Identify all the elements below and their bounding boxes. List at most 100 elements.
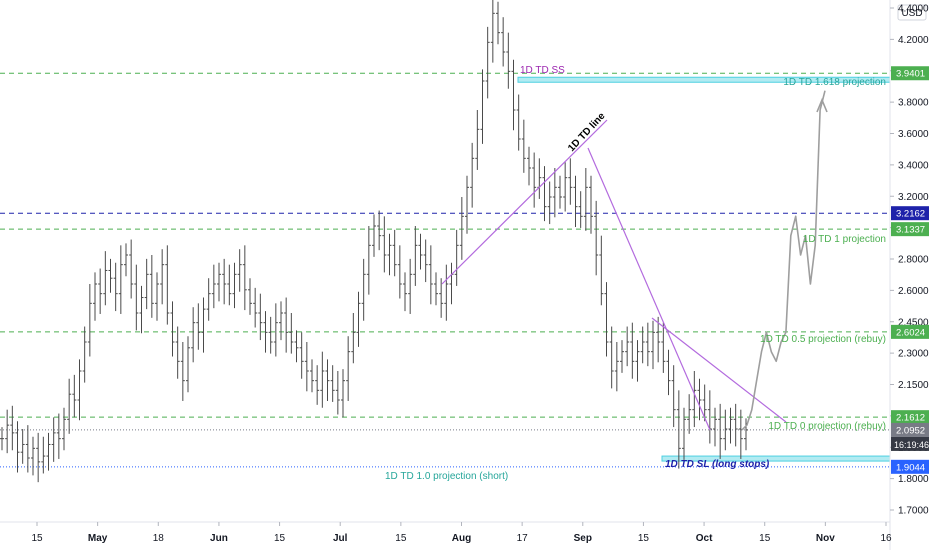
ohlc-bar [175, 326, 180, 379]
price-badge: 2.0952 [891, 422, 929, 437]
ohlc-bar [470, 142, 475, 208]
time-tick-label: 18 [153, 533, 165, 544]
ohlc-bar [558, 175, 562, 209]
ohlc-bar [718, 403, 723, 459]
time-tick-label: 15 [759, 533, 771, 544]
price-tick-label: 4.2000 [898, 35, 929, 46]
annotation-label: 1D TD SS [520, 65, 565, 76]
ohlc-bar [20, 429, 25, 464]
price-badge-label: 2.0952 [896, 425, 925, 436]
ohlc-bar [671, 365, 676, 428]
time-tick-label: 15 [395, 533, 407, 544]
ohlc-bar [516, 94, 521, 151]
ohlc-bar [155, 272, 159, 321]
ohlc-bar [454, 229, 459, 286]
time-axis: 15 May 18 Jun 15 Jul 15 Aug 17 Sep 15 Oct 15 Nov 16 [0, 521, 892, 544]
ohlc-bar [36, 432, 41, 483]
price-badge: 3.9401 [891, 66, 929, 81]
price-tick-label: 1.8000 [898, 474, 929, 485]
ohlc-bar [625, 326, 630, 367]
ohlc-bar [134, 264, 139, 331]
ohlc-bar [645, 322, 650, 367]
ohlc-bar [366, 226, 371, 295]
ohlc-bar [578, 191, 583, 228]
price-badge-bg [891, 66, 929, 81]
ohlc-bar [315, 365, 320, 405]
ohlc-bar [434, 272, 438, 306]
ohlc-bar [651, 320, 655, 370]
ohlc-bar [41, 436, 46, 474]
currency-badge: USD [897, 4, 927, 21]
ohlc-bar [656, 316, 661, 363]
ohlc-bar [547, 181, 552, 225]
trend-lines [441, 90, 828, 431]
ohlc-bar [459, 197, 464, 260]
price-badge-bg [891, 222, 929, 237]
ohlc-bar [310, 359, 314, 393]
ohlc-bar [413, 226, 418, 286]
ohlc-bar [10, 405, 15, 451]
ohlc-bar [480, 69, 485, 144]
price-badge: 3.1337 [891, 222, 929, 237]
price-tick-label: 3.2000 [898, 192, 929, 203]
price-tick-label: 2.4500 [898, 317, 929, 328]
ohlc-bar [144, 258, 149, 310]
ohlc-bar [77, 359, 82, 421]
time-tick-label: 15 [274, 533, 286, 544]
price-badge-bg [891, 206, 929, 221]
ohlc-bar [635, 340, 640, 382]
price-tick-label: 2.3000 [898, 349, 929, 360]
ohlc-bar [98, 268, 103, 314]
ohlc-bar [72, 374, 77, 418]
plot-area[interactable] [0, 0, 890, 522]
ohlc-bar [31, 436, 35, 476]
ohlc-bar [93, 272, 97, 321]
ohlc-bar [56, 413, 61, 459]
price-badge-label: 3.1337 [896, 225, 925, 236]
ohlc-bar [713, 407, 717, 447]
ohlc-bar [139, 285, 144, 334]
ohlc-bar [465, 175, 469, 234]
ohlc-bars [0, 0, 748, 483]
ohlc-bar [108, 258, 113, 293]
time-tick-label: Sep [574, 533, 592, 544]
ohlc-bar [268, 316, 273, 354]
ohlc-bar [346, 336, 351, 401]
ohlc-bar [599, 235, 604, 306]
countdown-badge: 16:19:46 [891, 436, 929, 451]
ohlc-bar [702, 384, 707, 422]
ohlc-bar [614, 342, 619, 392]
ohlc-bar [620, 340, 624, 373]
annotation-label: 1D TD 1.0 projection (short) [385, 471, 508, 482]
ohlc-bar [372, 214, 376, 257]
projection-path [741, 90, 826, 431]
time-tick-label: Jul [333, 533, 348, 544]
price-tick-label: 3.8000 [898, 98, 929, 109]
ohlc-bar [744, 418, 748, 451]
ohlc-bar [284, 297, 289, 353]
countdown-label: 16:19:46 [894, 440, 929, 450]
ohlc-bar [676, 390, 681, 469]
ohlc-bar [227, 264, 232, 306]
ohlc-bar [511, 59, 516, 131]
ohlc-bar [682, 407, 686, 460]
price-tick-label: 3.6000 [898, 129, 929, 140]
ohlc-bar [248, 278, 252, 315]
ohlc-bar [403, 272, 407, 312]
price-axis-bg [890, 0, 932, 550]
time-tick-label: Aug [452, 533, 471, 544]
currency-badge-frame [897, 4, 927, 21]
ohlc-bar [217, 262, 221, 302]
ohlc-bar [325, 359, 330, 401]
ohlc-bar [382, 216, 387, 273]
price-tick-label: 1.7000 [898, 506, 929, 517]
ohlc-bar [723, 409, 728, 451]
ohlc-bar [165, 245, 170, 325]
time-tick-label: Jun [210, 533, 228, 544]
ohlc-bar [222, 258, 227, 305]
price-badge-bg [891, 410, 929, 425]
ohlc-bar [506, 32, 511, 89]
